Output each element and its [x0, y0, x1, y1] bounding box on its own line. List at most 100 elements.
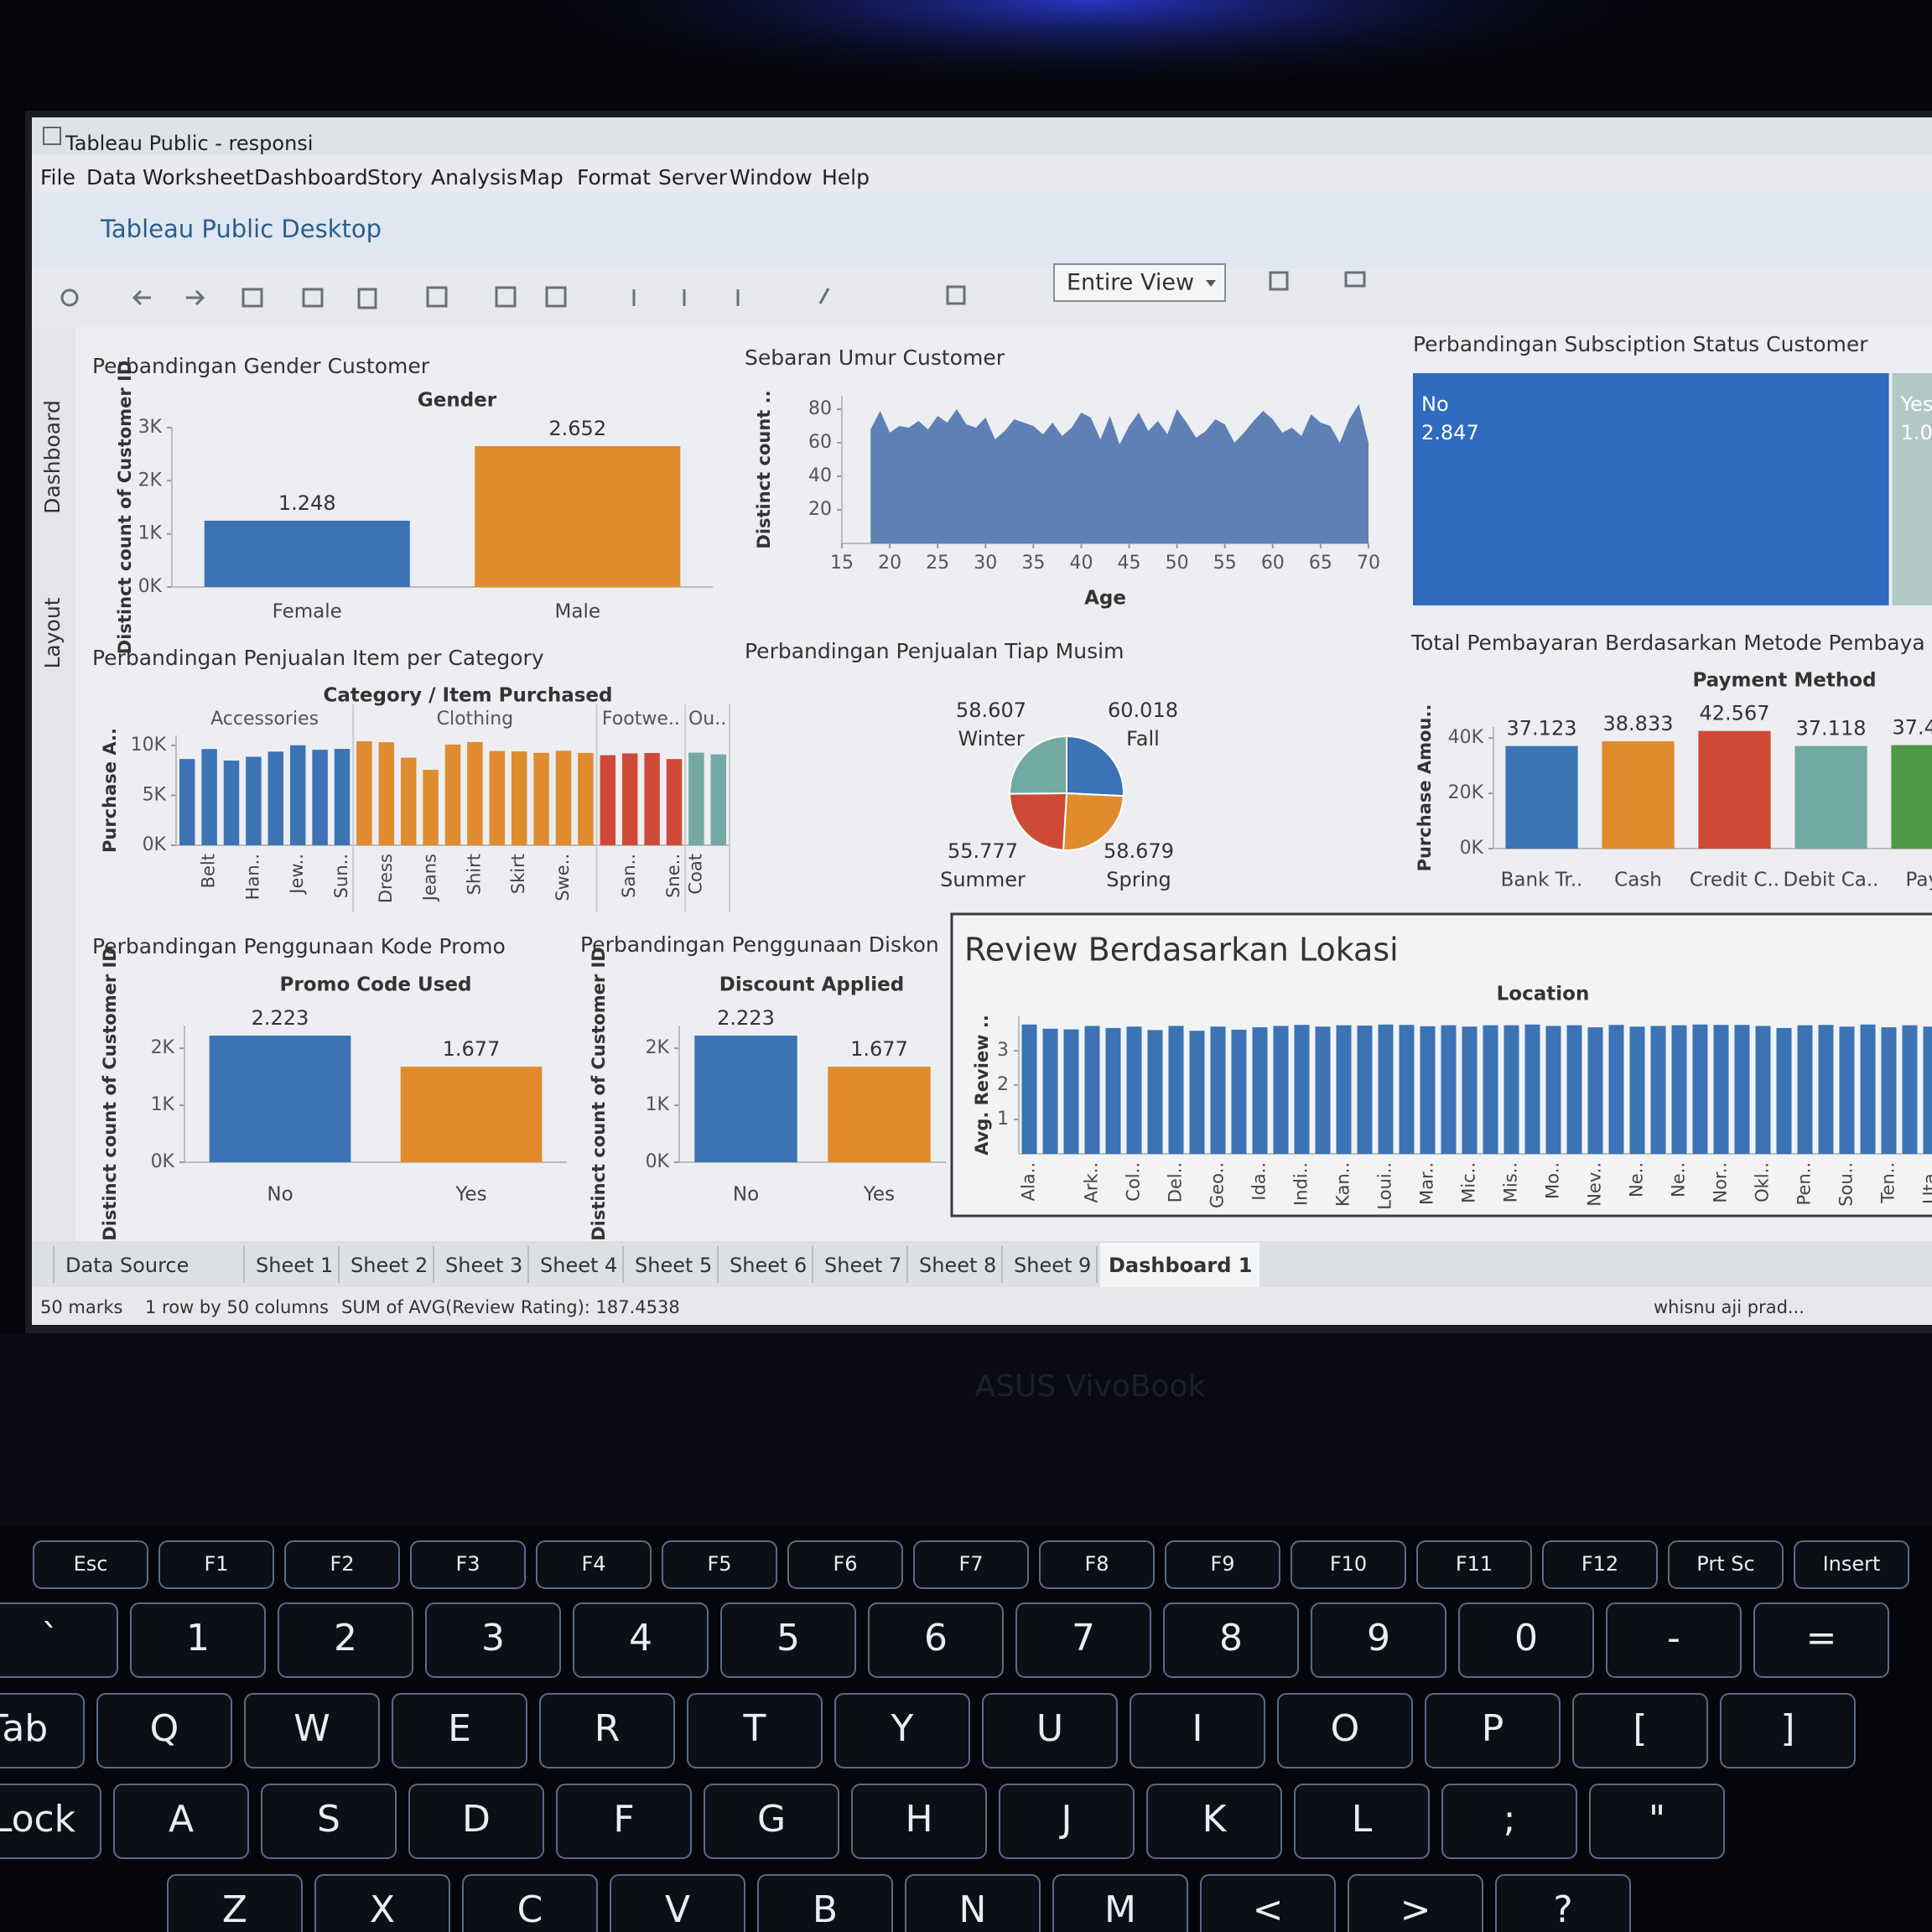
chart-title[interactable]: Perbandingan Penggunaan Kode Promo — [92, 934, 506, 958]
key[interactable] — [720, 1602, 856, 1678]
key[interactable] — [1495, 1874, 1631, 1932]
sheet-tab[interactable]: Sheet 5 — [635, 1254, 712, 1277]
key[interactable] — [851, 1784, 987, 1859]
key[interactable] — [1606, 1602, 1742, 1678]
user-name[interactable]: whisnu aji prad... — [1654, 1297, 1805, 1317]
key[interactable] — [284, 1540, 400, 1589]
menu-item[interactable]: Map — [519, 165, 564, 190]
menu-item[interactable]: File — [40, 165, 75, 190]
key[interactable] — [1668, 1540, 1784, 1589]
chart-title[interactable]: Perbandingan Penjualan Tiap Musim — [745, 639, 1124, 663]
key[interactable] — [1572, 1693, 1708, 1768]
key[interactable] — [539, 1693, 675, 1768]
toolbar[interactable] — [32, 268, 1932, 327]
sheet-tab[interactable]: Sheet 8 — [919, 1254, 996, 1277]
key[interactable] — [1039, 1540, 1155, 1589]
key[interactable] — [687, 1693, 823, 1768]
menu-item[interactable]: Format — [577, 165, 651, 190]
key[interactable] — [1294, 1784, 1430, 1859]
key[interactable] — [96, 1693, 232, 1768]
key[interactable] — [1589, 1784, 1725, 1859]
key[interactable] — [425, 1602, 561, 1678]
key[interactable] — [556, 1784, 692, 1859]
sheet-tab[interactable]: Sheet 3 — [445, 1254, 522, 1277]
menu-item[interactable]: Window — [730, 165, 813, 190]
key[interactable] — [982, 1693, 1118, 1768]
key[interactable] — [261, 1784, 397, 1859]
view-dropdown[interactable] — [1053, 263, 1226, 302]
menu-item[interactable]: Worksheet — [143, 165, 254, 190]
key[interactable] — [757, 1874, 893, 1932]
key[interactable] — [278, 1602, 413, 1678]
key[interactable] — [408, 1784, 544, 1859]
sheet-tab[interactable]: Sheet 9 — [1014, 1254, 1091, 1277]
key[interactable] — [868, 1602, 1004, 1678]
key[interactable] — [462, 1874, 598, 1932]
key[interactable] — [1720, 1693, 1856, 1768]
sheet-tab[interactable]: Dashboard 1 — [1109, 1254, 1252, 1277]
key[interactable] — [1311, 1602, 1446, 1678]
key[interactable] — [392, 1693, 527, 1768]
sheet-tab[interactable]: Sheet 6 — [730, 1254, 807, 1277]
key[interactable] — [314, 1874, 450, 1932]
chart-title[interactable]: Perbandingan Penjualan Item per Category — [92, 646, 544, 670]
key[interactable] — [167, 1874, 303, 1932]
key[interactable] — [787, 1540, 903, 1589]
chart-title[interactable]: Perbandingan Subsciption Status Customer — [1413, 332, 1868, 356]
key[interactable] — [1753, 1602, 1889, 1678]
toolbar-icons[interactable] — [60, 271, 1366, 309]
key[interactable] — [999, 1784, 1135, 1859]
key[interactable] — [1425, 1693, 1561, 1768]
chart-title[interactable]: Total Pembayaran Berdasarkan Metode Pemb… — [1410, 631, 1925, 655]
key[interactable] — [1200, 1874, 1336, 1932]
menu-item[interactable]: Story — [367, 165, 423, 190]
key[interactable] — [1163, 1602, 1299, 1678]
sheet-tab[interactable]: Sheet 2 — [351, 1254, 428, 1277]
sheet-tab[interactable]: Sheet 1 — [256, 1254, 333, 1277]
chart-title[interactable]: Sebaran Umur Customer — [745, 345, 1005, 370]
key[interactable] — [610, 1874, 745, 1932]
sheet-tab[interactable]: Sheet 4 — [540, 1254, 617, 1277]
key[interactable] — [158, 1540, 274, 1589]
key[interactable] — [130, 1602, 266, 1678]
key[interactable] — [704, 1784, 839, 1859]
chart-title[interactable]: Perbandingan Penggunaan Diskon — [580, 932, 939, 957]
key[interactable] — [1542, 1540, 1658, 1589]
menu-item[interactable]: Help — [822, 165, 870, 190]
side-tab[interactable]: Layout — [40, 597, 65, 668]
key[interactable] — [573, 1602, 709, 1678]
view-mode[interactable]: Entire View — [1067, 270, 1194, 296]
key[interactable] — [1130, 1693, 1265, 1768]
menu-item[interactable]: Data — [86, 165, 137, 190]
menu-item[interactable]: Server — [658, 165, 728, 190]
sheet-tab[interactable]: Data Source — [65, 1254, 189, 1277]
key[interactable] — [244, 1693, 380, 1768]
key[interactable] — [1348, 1874, 1483, 1932]
key[interactable] — [1794, 1540, 1909, 1589]
key[interactable] — [113, 1784, 249, 1859]
key[interactable] — [1291, 1540, 1406, 1589]
side-tab[interactable]: Dashboard — [40, 400, 65, 514]
chart-title[interactable]: Perbandingan Gender Customer — [92, 354, 430, 378]
key[interactable] — [1441, 1784, 1577, 1859]
key[interactable] — [913, 1540, 1029, 1589]
chart-title[interactable]: Review Berdasarkan Lokasi — [964, 932, 1399, 969]
key[interactable] — [0, 1602, 118, 1678]
key[interactable] — [1146, 1784, 1282, 1859]
key[interactable] — [834, 1693, 970, 1768]
key[interactable] — [1165, 1540, 1280, 1589]
key[interactable] — [1052, 1874, 1188, 1932]
key[interactable] — [33, 1540, 148, 1589]
key[interactable] — [1416, 1540, 1532, 1589]
key[interactable] — [1277, 1693, 1413, 1768]
key[interactable] — [1015, 1602, 1151, 1678]
menu-item[interactable]: Dashboard — [254, 165, 368, 190]
key[interactable] — [662, 1540, 777, 1589]
key[interactable] — [410, 1540, 526, 1589]
key[interactable] — [1458, 1602, 1594, 1678]
key[interactable] — [536, 1540, 652, 1589]
key[interactable] — [905, 1874, 1041, 1932]
menu-item[interactable]: Analysis — [431, 165, 517, 190]
key[interactable] — [0, 1784, 101, 1859]
key[interactable] — [0, 1693, 85, 1768]
